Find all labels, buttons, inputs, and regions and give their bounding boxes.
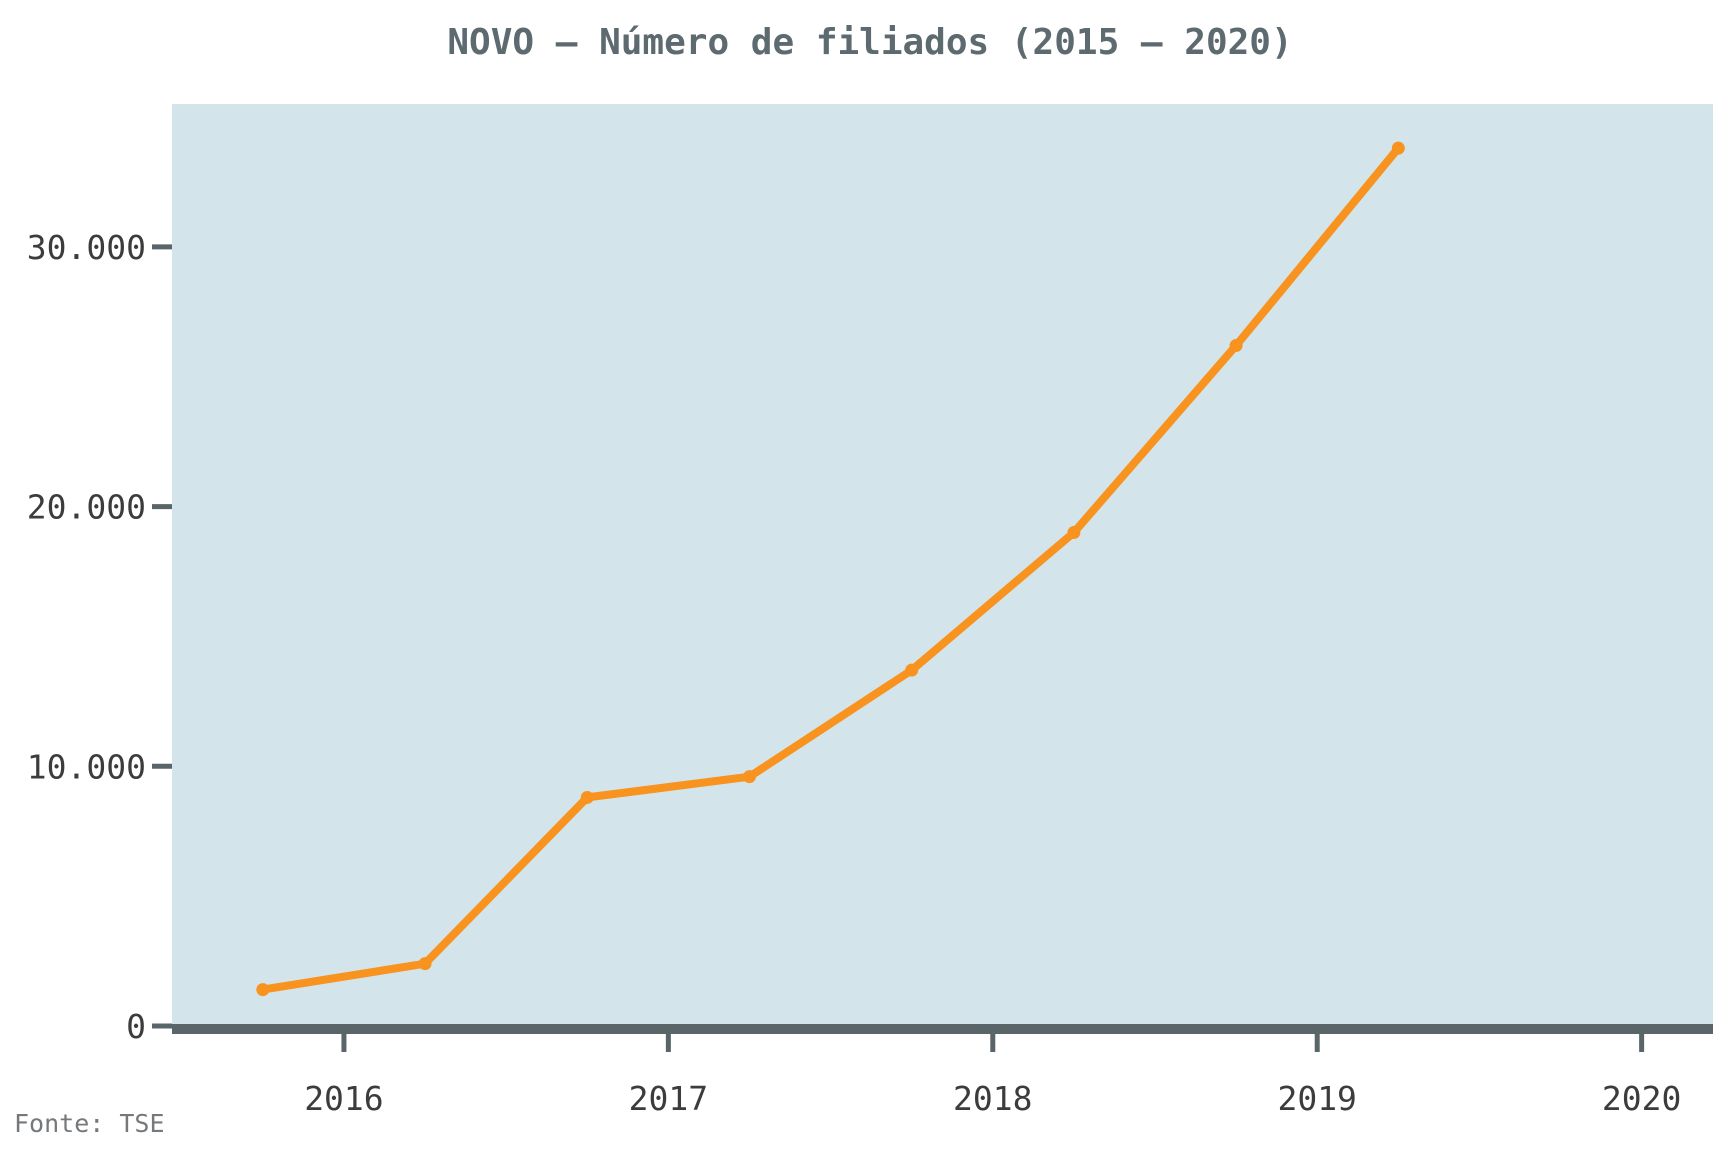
series-layer <box>256 141 1405 997</box>
y-axis: 0 10.000 20.000 30.000 <box>27 228 172 1046</box>
data-point <box>256 983 270 997</box>
chart-title: NOVO – Número de filiados (2015 – 2020) <box>447 22 1292 63</box>
data-point <box>1229 339 1243 353</box>
x-axis: 2016 2017 2018 2019 2020 <box>172 1024 1713 1118</box>
y-tick-label: 30.000 <box>27 228 146 267</box>
y-tick-label: 0 <box>126 1007 146 1046</box>
data-point <box>418 957 432 971</box>
data-point <box>905 663 919 677</box>
x-tick-label: 2016 <box>304 1079 383 1118</box>
data-point <box>1391 141 1405 155</box>
x-tick-label: 2020 <box>1602 1079 1681 1118</box>
plot-background <box>172 104 1713 1026</box>
x-tick-label: 2018 <box>953 1079 1032 1118</box>
series-line <box>258 144 1403 994</box>
y-tick-label: 10.000 <box>27 747 146 786</box>
data-point <box>1067 526 1081 540</box>
data-point <box>580 790 594 804</box>
x-tick-label: 2019 <box>1277 1079 1356 1118</box>
x-tick-label: 2017 <box>629 1079 708 1118</box>
y-tick-label: 20.000 <box>27 488 146 527</box>
data-point <box>742 770 756 784</box>
source-note: Fonte: TSE <box>14 1109 165 1138</box>
